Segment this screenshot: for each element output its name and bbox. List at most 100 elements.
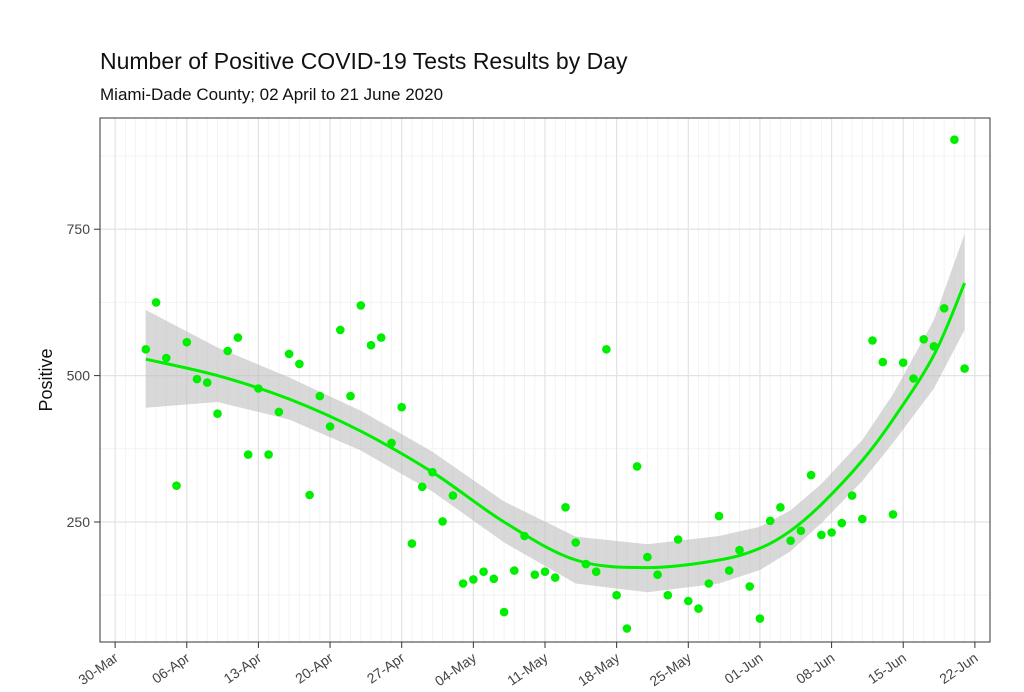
- data-point: [704, 579, 714, 588]
- data-point: [305, 490, 314, 500]
- data-point: [806, 470, 816, 480]
- confidence-band: [145, 233, 965, 593]
- x-tick-label: 06-Apr: [149, 649, 193, 686]
- data-point: [233, 333, 243, 342]
- data-point: [796, 526, 806, 536]
- data-point: [469, 575, 478, 584]
- data-point: [868, 336, 877, 345]
- data-point: [694, 604, 703, 613]
- data-point: [960, 364, 969, 373]
- data-point: [243, 450, 253, 459]
- data-point: [182, 337, 192, 347]
- data-point: [274, 407, 284, 417]
- x-tick-label: 20-Apr: [292, 649, 336, 686]
- data-point: [540, 567, 550, 576]
- data-point: [448, 491, 458, 500]
- data-point: [520, 531, 529, 541]
- data-point: [602, 345, 611, 354]
- data-point: [192, 374, 202, 384]
- data-point: [417, 482, 427, 492]
- data-point: [735, 545, 744, 555]
- data-point: [387, 438, 396, 448]
- data-point: [684, 596, 693, 606]
- x-tick-label: 25-May: [647, 649, 694, 689]
- data-point: [632, 462, 642, 471]
- data-point: [438, 517, 447, 526]
- panel-border: [99, 117, 991, 643]
- data-point: [765, 516, 775, 526]
- data-point: [458, 579, 468, 588]
- data-point: [407, 539, 417, 548]
- data-point: [397, 402, 407, 412]
- data-point: [510, 566, 519, 575]
- data-point: [223, 346, 232, 356]
- x-tick-label: 18-May: [575, 649, 622, 689]
- data-point: [776, 503, 785, 512]
- data-point: [254, 384, 263, 393]
- data-point: [499, 607, 509, 617]
- data-point: [919, 335, 928, 344]
- data-point: [162, 353, 171, 363]
- data-point: [151, 298, 161, 307]
- data-point: [428, 467, 437, 477]
- x-tick-label: 08-Jun: [793, 649, 837, 687]
- data-point: [663, 590, 673, 600]
- data-point: [295, 359, 304, 369]
- data-point: [888, 510, 898, 519]
- data-point: [213, 409, 222, 419]
- y-tick-label: 750: [67, 221, 91, 237]
- x-tick-label: 11-May: [504, 649, 551, 688]
- data-point: [612, 590, 621, 600]
- data-point: [315, 391, 325, 401]
- data-point: [878, 357, 888, 367]
- x-tick-label: 22-Jun: [936, 649, 980, 687]
- data-point: [745, 582, 754, 591]
- chart-subtitle: Miami-Dade County; 02 April to 21 June 2…: [100, 85, 444, 104]
- x-tick-label: 13-Apr: [221, 649, 265, 686]
- data-point: [939, 304, 949, 313]
- data-point: [530, 570, 540, 579]
- data-point: [909, 374, 918, 383]
- data-point: [356, 301, 366, 310]
- data-point: [950, 135, 959, 144]
- data-point: [264, 450, 273, 459]
- data-point: [581, 559, 591, 569]
- data-point: [898, 358, 908, 368]
- data-point: [550, 573, 560, 582]
- x-tick-label: 04-May: [432, 649, 479, 689]
- data-point: [786, 536, 795, 545]
- data-point: [346, 391, 355, 401]
- smooth-trend-line: [145, 282, 966, 570]
- data-point: [755, 614, 765, 623]
- y-axis-label: Positive: [36, 348, 56, 411]
- data-point: [622, 624, 632, 633]
- chart-title: Number of Positive COVID-19 Tests Result…: [100, 48, 628, 74]
- data-point: [653, 570, 662, 579]
- x-tick-label: 27-Apr: [364, 649, 408, 686]
- data-point: [858, 514, 867, 524]
- data-point: [366, 340, 376, 350]
- y-tick-label: 250: [67, 514, 91, 530]
- data-point: [376, 333, 386, 342]
- data-point: [827, 528, 836, 537]
- data-point: [561, 503, 570, 512]
- data-point: [714, 511, 724, 521]
- data-point: [847, 491, 857, 500]
- x-tick-label: 30-Mar: [75, 649, 121, 688]
- data-point: [202, 378, 212, 387]
- data-point: [489, 574, 499, 584]
- data-point: [336, 325, 345, 335]
- data-point: [591, 567, 601, 576]
- data-point: [325, 422, 335, 431]
- data-point: [172, 481, 181, 491]
- data-point: [643, 552, 652, 562]
- data-point: [284, 349, 294, 359]
- data-point: [571, 538, 580, 547]
- data-point: [929, 342, 939, 351]
- data-point: [724, 566, 734, 575]
- data-point: [141, 345, 151, 354]
- y-tick-label: 500: [67, 368, 91, 384]
- data-point: [817, 530, 826, 540]
- data-point: [673, 535, 683, 544]
